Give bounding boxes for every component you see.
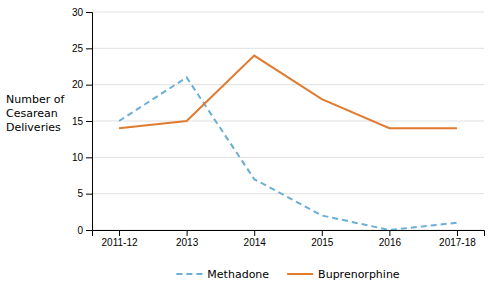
x-tick-mark [187, 230, 188, 236]
x-axis: 2011-12 2013 2014 2015 2016 2017-18 [93, 230, 485, 248]
y-tick-label: 15 [72, 116, 84, 127]
y-tick: 5 [77, 188, 92, 199]
y-tick: 20 [72, 79, 92, 90]
y-tick-label: 0 [77, 225, 83, 236]
grid [92, 12, 484, 230]
x-tick: 2015 [311, 230, 334, 248]
series-line [119, 77, 457, 230]
y-tick: 10 [72, 152, 92, 163]
x-tick-label: 2016 [379, 237, 402, 248]
legend: Methadone Buprenorphine [176, 268, 400, 281]
x-tick-mark [389, 230, 390, 236]
x-tick-label: 2014 [244, 237, 267, 248]
grid-line [92, 121, 484, 122]
y-axis: 0 5 10 15 20 25 30 [72, 7, 93, 236]
lines [119, 56, 457, 230]
y-axis-line [86, 13, 93, 231]
y-tick-mark [86, 85, 92, 86]
plot: 0 5 10 15 20 25 30 2011-12 2013 2014 2015 2016 2017-… [72, 7, 485, 248]
series-line [119, 56, 457, 129]
x-tick-label: 2015 [311, 237, 334, 248]
y-tick-mark [86, 157, 92, 158]
chart: 0 5 10 15 20 25 30 2011-12 2013 2014 2015 2016 2017-… [0, 0, 500, 288]
x-axis-line [93, 231, 485, 237]
grid-line [92, 48, 484, 49]
x-tick-mark [119, 230, 120, 236]
x-tick-label: 2017-18 [439, 237, 476, 248]
x-tick: 2011-12 [102, 230, 138, 248]
y-tick-label: 10 [72, 152, 84, 163]
x-tick-label: 2011-12 [102, 237, 138, 248]
x-tick-label: 2013 [176, 237, 199, 248]
grid-line [92, 84, 484, 85]
x-tick: 2017-18 [439, 230, 476, 248]
y-tick-mark [86, 121, 92, 122]
y-tick-label: 30 [72, 7, 84, 18]
grid-line [92, 193, 484, 194]
x-tick: 2014 [244, 230, 267, 248]
x-tick-mark [322, 230, 323, 236]
legend-label: Buprenorphine [318, 268, 400, 281]
y-tick-label: 20 [72, 79, 84, 90]
y-tick-label: 5 [77, 188, 83, 199]
legend-swatch [287, 273, 313, 275]
y-tick: 30 [72, 7, 92, 18]
y-tick-mark [86, 230, 92, 231]
y-tick-mark [86, 194, 92, 195]
legend-swatch [176, 273, 202, 275]
x-tick: 2013 [176, 230, 199, 248]
x-tick-mark [457, 230, 458, 236]
y-tick: 15 [72, 116, 92, 127]
y-tick: 25 [72, 43, 92, 54]
legend-item: Buprenorphine [287, 268, 400, 281]
x-tick: 2016 [379, 230, 402, 248]
legend-label: Methadone [207, 268, 269, 281]
y-tick: 0 [77, 225, 92, 236]
y-tick-mark [86, 12, 92, 13]
y-axis-title: Number ofCesareanDeliveries [6, 93, 65, 134]
y-tick-label: 25 [72, 43, 84, 54]
y-tick-mark [86, 48, 92, 49]
x-tick-mark [254, 230, 255, 236]
grid-line [92, 157, 484, 158]
legend-item: Methadone [176, 268, 269, 281]
grid-line [92, 12, 484, 13]
